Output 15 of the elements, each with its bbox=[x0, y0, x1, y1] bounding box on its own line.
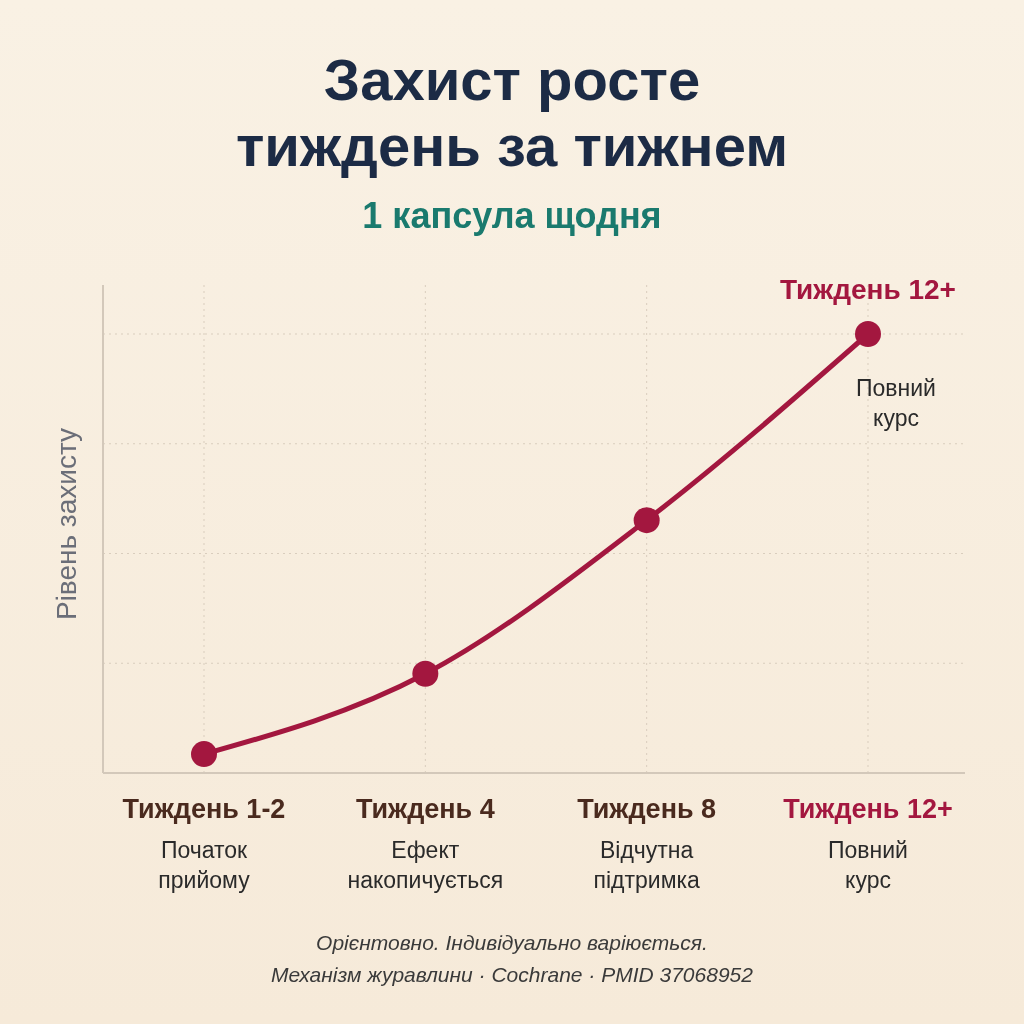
x-tick-label: Тиждень 8 Відчутна підтримка bbox=[577, 794, 717, 893]
text: Механізм журавлини · Cochrane · PMID 37068952 bbox=[271, 963, 754, 986]
y-axis-title: Рівень захисту bbox=[51, 427, 82, 621]
text: Орієнтовно. Індивідуально варіюється. bbox=[316, 931, 708, 954]
point bbox=[412, 660, 439, 687]
chart-subtitle: 1 капсула щодня bbox=[362, 195, 662, 236]
annotation: Повний курс bbox=[856, 375, 936, 431]
point bbox=[191, 741, 217, 768]
chart-title: Захист росте тиждень за тижнем bbox=[235, 47, 789, 178]
x-tick-label: Тиждень 12+ Повний курс bbox=[783, 794, 953, 893]
point bbox=[855, 321, 881, 347]
x-tick-label: Тиждень 4 Ефект накопичується bbox=[347, 794, 504, 893]
annotation: Тиждень 12+ bbox=[780, 274, 956, 305]
x-tick-label: Тиждень 1-2 Початок прийому bbox=[122, 794, 286, 893]
point bbox=[633, 507, 660, 534]
